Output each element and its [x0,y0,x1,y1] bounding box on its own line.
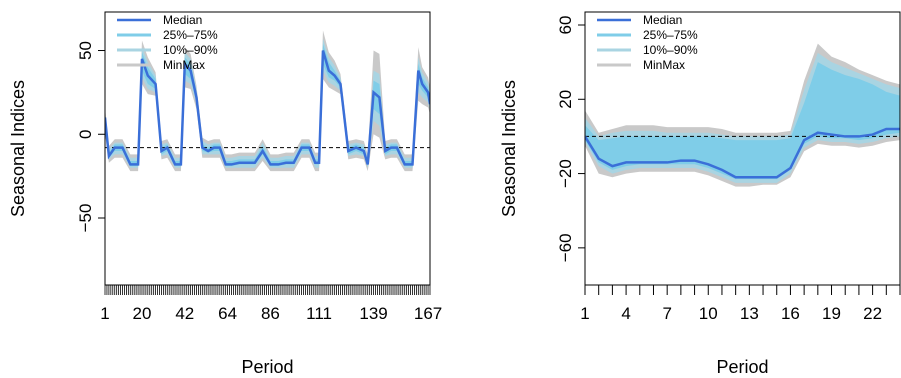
x-tick-label: 111 [306,304,332,323]
chart-panel-1: 50 0 −50 1 20 42 64 86 111 139 167 Period Seasonal I… [8,11,442,377]
plot-area [105,30,430,172]
y-tick-label: −50 [76,204,95,233]
y-tick-label: −20 [556,159,575,188]
y-axis-title: Seasonal Indices [8,80,28,217]
plot-frame [584,11,901,286]
iqr-band [105,43,430,167]
x-tick-label: 4 [621,304,630,323]
y-tick-label: 60 [556,16,575,35]
plot-area [585,43,900,187]
x-tick-label: 10 [699,304,718,323]
y-tick-label: 20 [556,90,575,109]
y-tick-label: −60 [556,233,575,262]
legend-label: MinMax [643,58,685,72]
x-tick-label: 1 [580,304,589,323]
y-tick-label: 0 [76,130,95,139]
x-tick-label: 167 [414,304,442,323]
legend-label: MinMax [163,58,205,72]
x-tick-label: 1 [100,304,109,323]
legend-label: Median [163,13,202,27]
x-tick-label: 64 [218,304,237,323]
legend-label: 25%–75% [163,28,218,42]
x-axis-title: Period [716,357,768,377]
x-tick-label: 22 [863,304,882,323]
x-axis-title: Period [241,357,293,377]
chart-panel-2: 60 20 −20 −60 1 4 7 10 13 16 19 22 Period Seasonal In… [499,11,901,377]
legend-label: 10%–90% [163,43,218,57]
legend-label: Median [643,13,682,27]
x-tick-label: 139 [359,304,387,323]
x-tick-label: 42 [175,304,194,323]
x-tick-label: 86 [261,304,280,323]
x-tick-label: 19 [822,304,841,323]
y-tick-label: 50 [76,41,95,60]
iqr-band [585,62,900,180]
x-tick-label: 20 [133,304,152,323]
median-line [585,127,900,179]
y-axis-title: Seasonal Indices [499,80,519,217]
x-tick-label: 13 [740,304,759,323]
median-line [105,50,430,166]
x-tick-label: 7 [662,304,671,323]
plot-frame [104,11,431,286]
legend-label: 10%–90% [643,43,698,57]
x-tick-label: 16 [781,304,800,323]
legend-label: 25%–75% [643,28,698,42]
